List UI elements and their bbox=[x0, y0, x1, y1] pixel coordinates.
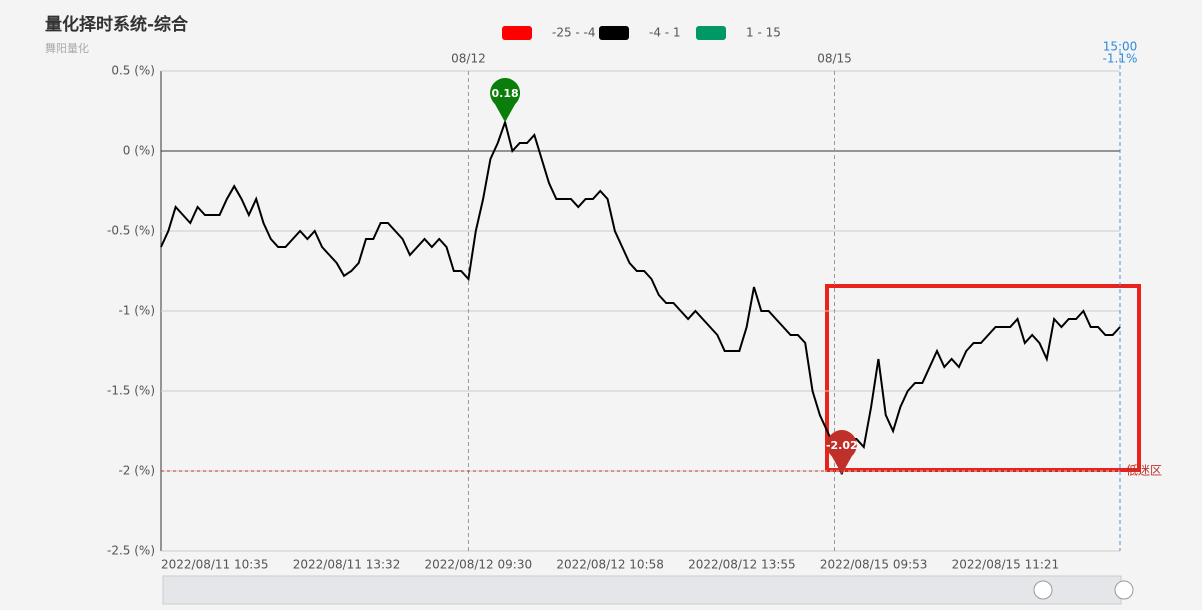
end-time: 15:00 bbox=[1103, 40, 1138, 54]
data-zoom bbox=[162, 575, 1134, 605]
zoom-handle[interactable] bbox=[1114, 580, 1134, 600]
legend-swatch bbox=[599, 26, 629, 40]
y-tick-label: 0 (%) bbox=[123, 144, 155, 158]
mark-label: -2.02 bbox=[826, 439, 858, 452]
x-tick-label: 2022/08/11 10:35 bbox=[161, 558, 269, 572]
day-label: 08/12 bbox=[451, 52, 486, 66]
y-tick-label: -1.5 (%) bbox=[107, 384, 155, 398]
legend-label: -25 - -4 bbox=[552, 26, 596, 40]
y-tick-label: -1 (%) bbox=[118, 304, 155, 318]
y-tick-label: -2 (%) bbox=[118, 464, 155, 478]
mark-line-label: 低迷区 bbox=[1126, 464, 1162, 478]
mark-pin bbox=[490, 78, 521, 123]
mark-pin bbox=[826, 430, 857, 475]
chart-title: 量化择时系统-综合 bbox=[45, 14, 189, 35]
x-tick-label: 2022/08/11 13:32 bbox=[293, 558, 401, 572]
line bbox=[160, 118, 1121, 475]
legend-swatch bbox=[696, 26, 726, 40]
x-tick-label: 2022/08/15 11:21 bbox=[952, 558, 1060, 572]
legend-label: -4 - 1 bbox=[649, 26, 681, 40]
zoom-track bbox=[162, 575, 1122, 605]
legend-label: 1 - 15 bbox=[746, 26, 781, 40]
mark-point: -2.02 bbox=[826, 430, 858, 475]
x-tick-label: 2022/08/15 09:53 bbox=[820, 558, 928, 572]
end-value: -1.1% bbox=[1103, 52, 1138, 66]
y-tick-label: -2.5 (%) bbox=[107, 544, 155, 558]
mark-label: 0.18 bbox=[491, 87, 518, 100]
day-label: 08/15 bbox=[817, 52, 852, 66]
x-tick-label: 2022/08/12 09:30 bbox=[425, 558, 533, 572]
y-tick-label: 0.5 (%) bbox=[111, 64, 155, 78]
mark-point: 0.18 bbox=[490, 78, 521, 123]
zoom-handle[interactable] bbox=[1033, 580, 1053, 600]
highlight-box bbox=[825, 284, 1141, 472]
x-tick-label: 2022/08/12 13:55 bbox=[688, 558, 796, 572]
chart-subtitle: 舞阳量化 bbox=[45, 41, 89, 55]
y-tick-label: -0.5 (%) bbox=[107, 224, 155, 238]
x-tick-label: 2022/08/12 10:58 bbox=[556, 558, 664, 572]
legend-swatch bbox=[502, 26, 532, 40]
